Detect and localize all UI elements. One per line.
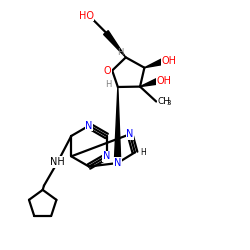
Text: H: H [105,80,112,89]
Text: 3: 3 [167,100,172,106]
Polygon shape [140,78,159,86]
Text: N: N [114,158,121,168]
Text: OH: OH [157,76,172,86]
Text: H: H [117,48,123,58]
Polygon shape [104,31,126,58]
Text: H: H [140,148,146,157]
Text: CH: CH [157,96,170,106]
Text: N: N [85,121,93,131]
Text: N: N [126,129,134,139]
Text: OH: OH [162,56,177,66]
Text: N: N [103,151,110,161]
Polygon shape [144,59,164,68]
Text: O: O [104,66,112,76]
Text: HO: HO [78,11,94,21]
Polygon shape [114,87,121,163]
Text: NH: NH [50,157,65,167]
